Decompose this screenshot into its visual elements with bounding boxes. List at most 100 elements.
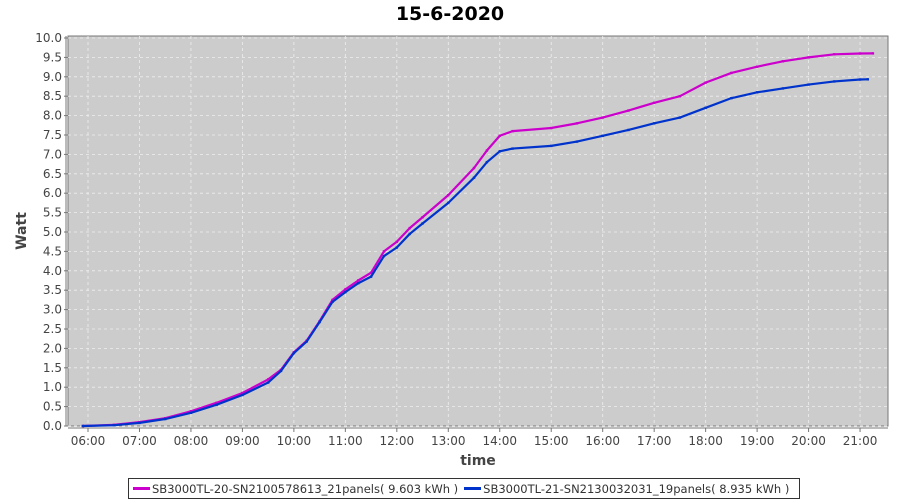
data-point [866,78,869,81]
data-point [266,381,270,384]
x-tick-label: 07:00 [122,434,157,448]
x-tick-label: 08:00 [174,434,209,448]
data-point [382,250,386,253]
y-tick-label: 10.0 [35,31,62,45]
data-point [781,60,785,63]
data-point [357,279,360,282]
data-point [498,134,501,137]
data-point [112,424,115,427]
data-point [704,106,707,110]
data-point [369,275,373,278]
y-tick-label: 3.0 [43,303,62,317]
data-point [678,95,682,98]
x-tick-label: 12:00 [380,434,415,448]
y-tick-label: 6.5 [43,167,62,181]
data-point [755,91,759,94]
y-tick-label: 2.5 [43,322,62,336]
y-tick-label: 0.5 [43,400,62,414]
data-point [511,147,514,150]
y-tick-label: 9.5 [43,50,62,64]
x-tick-label: 06:00 [71,434,106,448]
data-point [627,128,630,132]
data-point [730,96,733,100]
legend-label: SB3000TL-20-SN2100578613_21panels( 9.603… [152,481,459,496]
data-point [395,246,399,249]
data-point [755,65,759,68]
x-tick-label: 16:00 [585,434,620,448]
y-tick-label: 4.0 [43,264,62,278]
x-tick-label: 15:00 [534,434,569,448]
data-point [215,401,218,404]
data-point [189,411,193,415]
data-point [279,369,283,373]
data-point [485,160,489,164]
y-tick-label: 0.0 [43,419,62,433]
data-point [215,403,218,406]
legend-item-series-1: SB3000TL-20-SN2100578613_21panels( 9.603… [133,482,458,496]
data-point [833,80,836,83]
data-point [395,240,399,243]
x-tick-label: 11:00 [328,434,363,448]
series-2 [81,78,869,428]
legend: SB3000TL-20-SN2100578613_21panels( 9.603… [128,478,801,499]
data-point [241,391,244,395]
y-tick-label: 3.5 [43,283,62,297]
x-tick-label: 10:00 [277,434,312,448]
plot-area [67,35,889,427]
data-point [627,109,630,112]
data-point [550,126,553,130]
legend-item-series-2: SB3000TL-21-SN2130032031_19panels( 8.935… [464,482,789,496]
data-point [485,149,489,152]
data-point [807,83,810,86]
x-tick-label: 14:00 [482,434,517,448]
data-point [871,52,875,55]
data-point [575,140,579,143]
data-point [382,254,386,258]
data-point [408,226,411,230]
data-point [421,222,424,225]
data-point [601,134,604,137]
legend-swatch [133,487,150,490]
data-point [807,56,810,59]
data-point [344,290,347,294]
data-point [498,150,501,153]
data-point [833,53,836,56]
y-tick-label: 5.5 [43,206,62,220]
data-point [241,393,244,397]
y-tick-label: 7.0 [43,147,62,161]
x-tick-label: 20:00 [791,434,826,448]
y-tick-label: 1.5 [43,361,62,375]
y-tick-label: 9.0 [43,70,62,84]
data-point [511,129,514,133]
data-point [369,271,373,274]
data-point [305,340,308,343]
data-point [575,122,579,125]
y-tick-label: 2.0 [43,341,62,355]
data-point [550,144,553,148]
y-tick-label: 8.0 [43,109,62,123]
data-point [858,52,862,55]
data-point [447,201,450,205]
x-tick-label: 21:00 [843,434,878,448]
y-tick-label: 1.0 [43,380,62,394]
data-point [292,351,296,355]
y-tick-label: 4.5 [43,244,62,258]
data-point [331,298,334,302]
y-axis-label: Watt [14,212,30,250]
data-point [189,410,193,413]
data-point [652,122,656,125]
chart-title: 15-6-2020 [395,3,505,25]
data-point [138,421,141,425]
data-point [331,300,334,304]
y-tick-label: 6.0 [43,186,62,200]
legend-label: SB3000TL-21-SN2130032031_19panels( 8.935… [483,481,790,496]
x-tick-label: 09:00 [225,434,260,448]
x-tick-label: 18:00 [688,434,723,448]
data-point [652,101,656,104]
x-tick-label: 17:00 [637,434,672,448]
data-point [266,378,270,381]
data-point [81,424,85,428]
y-tick-label: 7.5 [43,128,62,142]
x-axis-label: time [460,453,496,469]
